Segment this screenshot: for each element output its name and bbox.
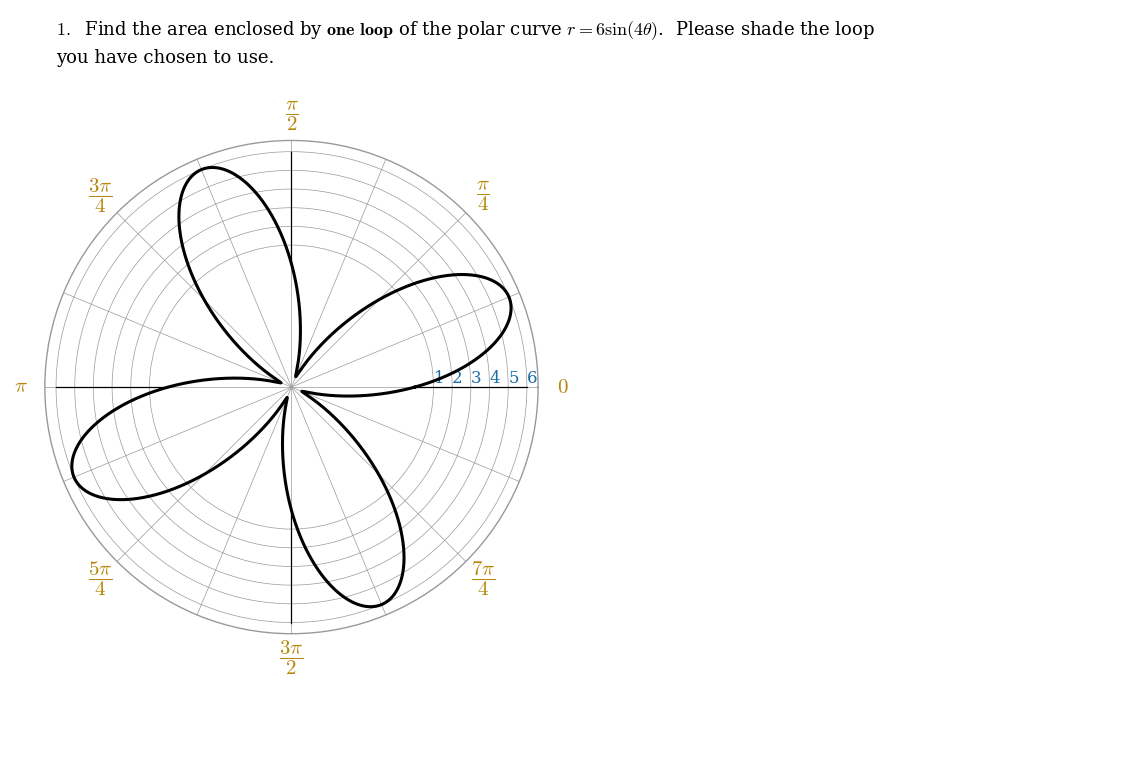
Text: $\mathbf{1.}$  Find the area enclosed by $\mathbf{one\ loop}$ of the polar curve: $\mathbf{1.}$ Find the area enclosed by … [56, 19, 874, 42]
Text: you have chosen to use.: you have chosen to use. [56, 49, 275, 68]
